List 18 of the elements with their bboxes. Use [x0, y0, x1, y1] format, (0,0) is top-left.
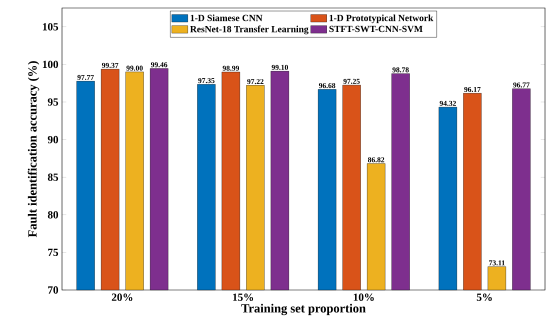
legend-label: 1-D Siamese CNN	[190, 14, 262, 22]
x-tick-label: 20%	[112, 294, 132, 301]
x-axis-title: Training set proportion	[241, 304, 366, 316]
x-tick-label: 15%	[233, 294, 254, 301]
y-tick-label: 105	[42, 23, 58, 30]
x-tick-label: 5%	[476, 294, 492, 301]
x-tick-label: 10%	[354, 294, 374, 301]
y-tick-label: 90	[48, 136, 58, 144]
y-tick-label: 70	[48, 286, 58, 294]
y-tick-label: 95	[48, 98, 58, 106]
y-tick-label: 85	[48, 174, 58, 181]
legend-label: ResNet-18 Transfer Learning	[190, 26, 309, 34]
legend-label: 1-D Prototypical Network	[330, 14, 434, 24]
legend-label: STFT-SWT-CNN-SVM	[329, 26, 423, 32]
y-tick-label: 80	[48, 211, 58, 218]
y-axis-title: Fault identification accuracy (%)	[28, 61, 40, 238]
y-tick-label: 75	[48, 248, 58, 256]
y-tick-label: 100	[42, 60, 58, 68]
